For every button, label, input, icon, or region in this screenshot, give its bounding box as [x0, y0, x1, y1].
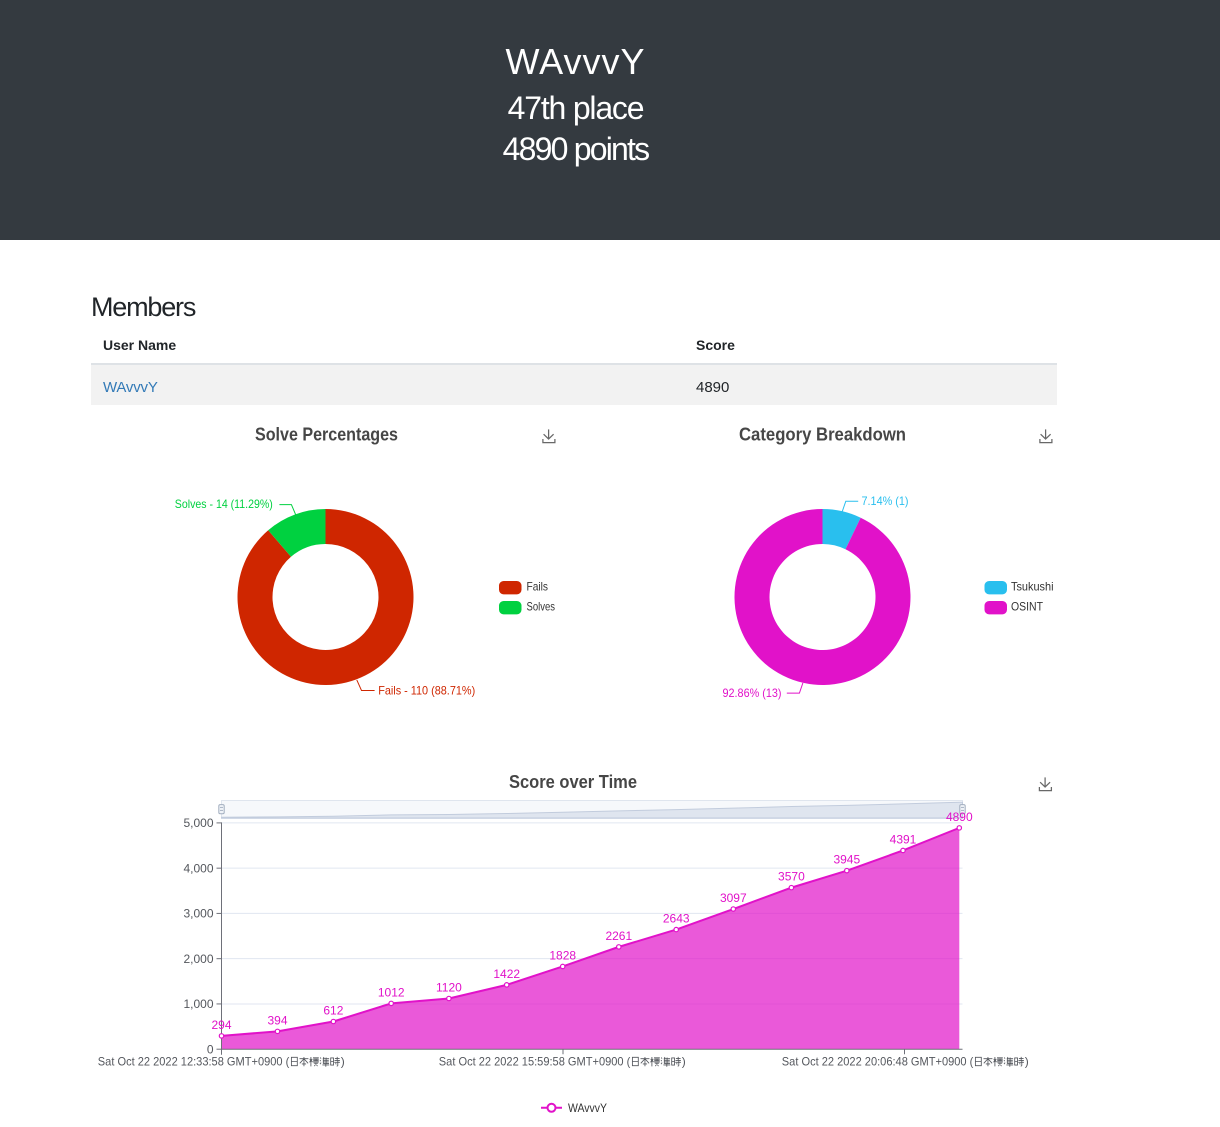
- svg-text:92.86% (13): 92.86% (13): [723, 686, 782, 700]
- svg-text:Fails: Fails: [527, 580, 549, 594]
- svg-text:3,000: 3,000: [183, 907, 213, 921]
- svg-text:OSINT: OSINT: [1011, 600, 1044, 614]
- svg-text:Category Breakdown: Category Breakdown: [739, 425, 906, 445]
- svg-text:5,000: 5,000: [183, 816, 213, 830]
- svg-text:2643: 2643: [663, 912, 690, 926]
- svg-text:Solves: Solves: [527, 600, 556, 614]
- svg-text:3945: 3945: [833, 853, 860, 867]
- svg-text:WAvvvY: WAvvvY: [568, 1101, 607, 1115]
- svg-text:4,000: 4,000: [183, 861, 213, 875]
- svg-text:3570: 3570: [778, 870, 805, 884]
- svg-text:2261: 2261: [605, 929, 632, 943]
- svg-text:Tsukushi: Tsukushi: [1011, 580, 1054, 594]
- svg-text:1828: 1828: [549, 948, 576, 962]
- svg-text:7.14% (1): 7.14% (1): [862, 494, 909, 508]
- svg-text:394: 394: [267, 1013, 287, 1027]
- svg-text:4890: 4890: [946, 810, 973, 824]
- svg-text:0: 0: [207, 1042, 214, 1056]
- svg-text:1012: 1012: [378, 985, 405, 999]
- svg-text:Sat Oct 22 2022 20:06:48 GMT+0: Sat Oct 22 2022 20:06:48 GMT+0900 (: [782, 1055, 974, 1069]
- svg-text:612: 612: [323, 1004, 343, 1018]
- svg-text:): ): [682, 1055, 686, 1069]
- svg-text:Solves - 14 (11.29%): Solves - 14 (11.29%): [175, 497, 273, 511]
- svg-text:): ): [341, 1055, 345, 1069]
- svg-text:2,000: 2,000: [183, 952, 213, 966]
- svg-text:1,000: 1,000: [183, 997, 213, 1011]
- svg-text:Score over Time: Score over Time: [509, 772, 637, 792]
- svg-text:Sat Oct 22 2022 15:59:58 GMT+0: Sat Oct 22 2022 15:59:58 GMT+0900 (: [439, 1055, 631, 1069]
- svg-text:1120: 1120: [436, 981, 462, 995]
- svg-text:294: 294: [211, 1018, 231, 1032]
- svg-text:): ): [1025, 1055, 1029, 1069]
- svg-text:Sat Oct 22 2022 12:33:58 GMT+0: Sat Oct 22 2022 12:33:58 GMT+0900 (: [98, 1055, 290, 1069]
- svg-text:4391: 4391: [890, 832, 917, 846]
- svg-text:1422: 1422: [493, 967, 520, 981]
- svg-text:Fails - 110 (88.71%): Fails - 110 (88.71%): [378, 683, 475, 697]
- svg-text:3097: 3097: [720, 891, 747, 905]
- svg-text:Solve Percentages: Solve Percentages: [255, 425, 398, 445]
